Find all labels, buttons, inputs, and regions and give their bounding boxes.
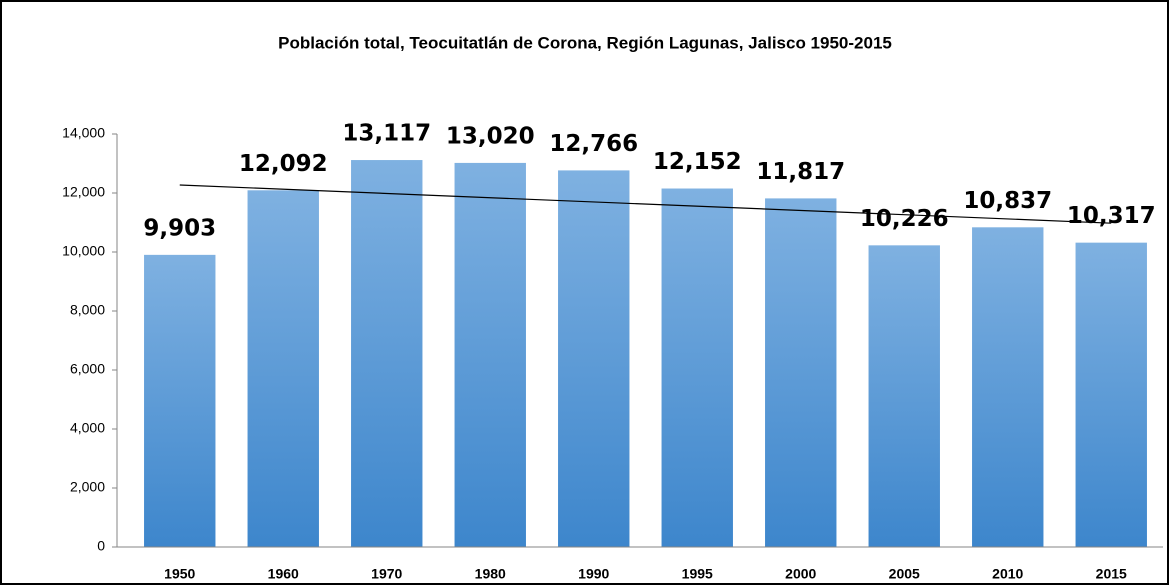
data-label: 12,766 xyxy=(549,131,638,157)
y-tick-label: 4,000 xyxy=(70,420,105,436)
bar xyxy=(454,162,526,547)
y-tick-label: 2,000 xyxy=(70,479,105,495)
x-tick-label: 1960 xyxy=(268,566,299,582)
y-tick-label: 0 xyxy=(97,538,105,554)
x-tick-label: 1995 xyxy=(682,566,713,582)
bar xyxy=(144,254,216,547)
data-label: 10,226 xyxy=(860,206,949,232)
x-tick-label: 2005 xyxy=(889,566,920,582)
y-tick-label: 10,000 xyxy=(62,243,105,259)
bar xyxy=(661,188,733,548)
x-tick-label: 2015 xyxy=(1096,566,1127,582)
y-tick-label: 12,000 xyxy=(62,184,105,200)
bar xyxy=(247,190,319,547)
trendline xyxy=(179,184,1112,224)
chart-title: Población total, Teocuitatlán de Corona,… xyxy=(278,33,892,52)
data-label: 12,152 xyxy=(653,149,742,175)
bar xyxy=(765,198,837,547)
data-label: 9,903 xyxy=(143,215,216,241)
data-label: 10,317 xyxy=(1067,203,1156,229)
x-tick-label: 2000 xyxy=(785,566,816,582)
y-tick-label: 6,000 xyxy=(70,361,105,377)
y-tick-label: 14,000 xyxy=(62,125,105,141)
y-tick-label: 8,000 xyxy=(70,302,105,318)
data-label: 13,117 xyxy=(342,121,431,147)
x-tick-label: 1990 xyxy=(578,566,609,582)
bar xyxy=(351,160,423,547)
bar xyxy=(972,227,1044,547)
x-tick-label: 1950 xyxy=(164,566,195,582)
data-label: 13,020 xyxy=(446,123,535,149)
data-label: 10,837 xyxy=(963,188,1052,214)
x-tick-label: 1970 xyxy=(371,566,402,582)
bar xyxy=(1075,242,1147,547)
data-label: 12,092 xyxy=(239,151,328,177)
bar xyxy=(558,170,630,547)
bar xyxy=(868,245,940,547)
x-tick-label: 1980 xyxy=(475,566,506,582)
x-tick-label: 2010 xyxy=(992,566,1023,582)
data-label: 11,817 xyxy=(756,159,845,185)
